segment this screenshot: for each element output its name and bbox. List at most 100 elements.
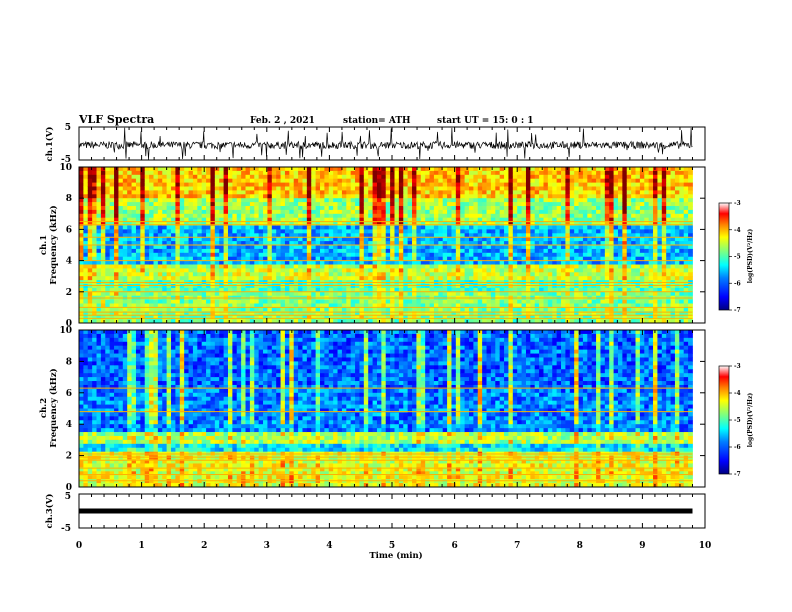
spec-cell xyxy=(433,213,439,219)
spec-cell xyxy=(206,182,211,187)
spec-cell xyxy=(447,213,452,219)
spec-cell xyxy=(574,209,579,215)
spec-cell xyxy=(447,190,452,195)
spec-cell xyxy=(385,237,391,242)
spec-cell xyxy=(175,178,181,183)
spec-cell xyxy=(517,178,522,183)
spec-cell xyxy=(543,198,549,203)
spec-cell xyxy=(320,276,325,281)
spec-cell xyxy=(87,167,93,172)
spec-cell xyxy=(162,245,168,250)
spec-cell xyxy=(394,319,400,324)
spec-cell xyxy=(206,241,211,246)
spec-cell xyxy=(171,241,176,246)
spec-cell xyxy=(166,178,172,183)
spec-cell xyxy=(372,182,378,187)
spec-cell xyxy=(591,299,597,304)
spec-cell xyxy=(390,178,395,183)
spec-cell xyxy=(162,291,168,297)
spec-cell xyxy=(280,167,286,172)
spec-cell xyxy=(600,186,606,191)
spec-cell xyxy=(258,315,264,320)
spec-cell xyxy=(140,245,146,250)
spec-cell xyxy=(188,260,194,265)
spec-cell xyxy=(192,276,198,281)
spec-cell xyxy=(337,182,343,187)
spec-cell xyxy=(87,252,93,258)
spec-cell xyxy=(214,315,220,320)
spec-cell xyxy=(455,194,461,199)
spec-cell xyxy=(341,268,347,273)
spec-cell xyxy=(403,252,409,258)
spec-cell xyxy=(249,303,255,308)
spec-cell xyxy=(179,291,185,297)
spec-cell xyxy=(324,233,330,238)
spec-cell xyxy=(135,182,141,187)
spec-cell xyxy=(263,264,268,269)
spec-cell xyxy=(534,307,540,312)
spec-cell xyxy=(504,248,509,254)
spec-cell xyxy=(363,303,369,308)
spec-cell xyxy=(267,268,273,273)
spec-cell xyxy=(363,182,369,187)
spec-cell xyxy=(96,256,102,261)
spec-cell xyxy=(263,252,268,258)
spec-cell xyxy=(131,217,137,222)
spec-cell xyxy=(381,198,387,203)
spec-cell xyxy=(490,319,496,324)
spec-cell xyxy=(376,186,382,191)
spec-cell xyxy=(464,256,470,261)
spec-cell xyxy=(206,194,211,199)
spec-cell xyxy=(582,241,588,246)
spec-cell xyxy=(197,198,203,203)
spec-cell xyxy=(578,272,584,277)
spec-cell xyxy=(118,276,124,281)
spec-cell xyxy=(267,213,273,219)
spec-cell xyxy=(464,221,470,226)
spec-cell xyxy=(477,229,483,234)
spec-cell xyxy=(289,186,295,191)
spec-cell xyxy=(412,264,417,269)
spec-cell xyxy=(547,206,553,211)
spec-cell xyxy=(499,315,505,320)
spec-cell xyxy=(469,264,474,269)
spec-cell xyxy=(258,264,264,269)
spec-cell xyxy=(455,186,461,191)
spec-cell xyxy=(284,209,290,215)
spec-cell xyxy=(425,319,430,324)
spec-cell xyxy=(302,167,308,172)
spec-cell xyxy=(565,182,571,187)
spec-cell xyxy=(320,241,325,246)
spec-cell xyxy=(140,303,146,308)
spec-cell xyxy=(293,194,299,199)
spec-cell xyxy=(499,170,505,176)
spec-cell xyxy=(131,248,137,254)
spec-cell xyxy=(438,202,444,207)
spec-cell xyxy=(355,303,360,308)
spec-cell xyxy=(83,291,89,297)
spec-cell xyxy=(184,206,189,211)
spec-cell xyxy=(477,291,483,297)
spec-cell xyxy=(249,299,255,304)
spec-cell xyxy=(464,276,470,281)
spec-cell xyxy=(79,252,84,258)
spec-cell xyxy=(118,307,124,312)
spec-cell xyxy=(197,241,203,246)
spec-cell xyxy=(149,174,154,180)
spec-cell xyxy=(355,182,360,187)
spec-cell xyxy=(197,248,203,254)
spec-cell xyxy=(451,272,457,277)
spec-cell xyxy=(517,284,522,289)
spec-cell xyxy=(512,311,518,316)
spec-cell xyxy=(144,217,150,222)
spec-cell xyxy=(539,225,544,230)
spec-cell xyxy=(530,276,536,281)
spec-cell xyxy=(596,229,601,234)
spec-cell xyxy=(337,291,343,297)
spec-cell xyxy=(232,287,238,293)
spec-cell xyxy=(201,284,207,289)
spec-cell xyxy=(320,194,325,199)
spec-cell xyxy=(341,260,347,265)
spec-cell xyxy=(241,268,246,273)
spec-cell xyxy=(284,287,290,293)
